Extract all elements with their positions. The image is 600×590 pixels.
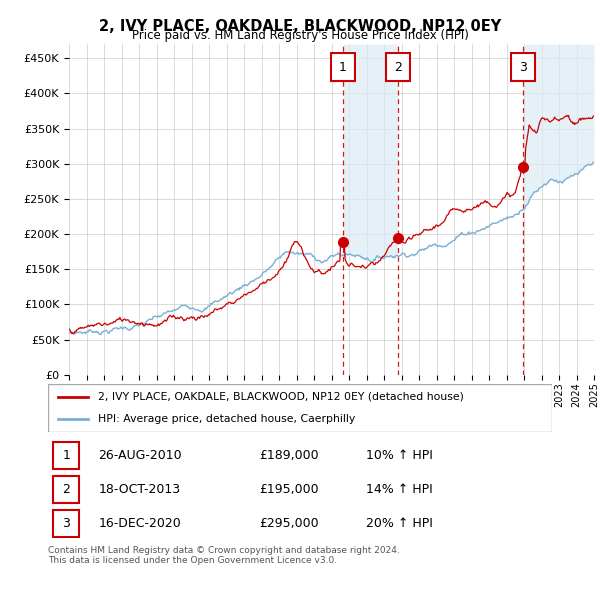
Text: 3: 3 [520,61,527,74]
Text: £195,000: £195,000 [260,483,319,496]
FancyBboxPatch shape [53,442,79,469]
Text: 10% ↑ HPI: 10% ↑ HPI [365,449,433,462]
Text: 26-AUG-2010: 26-AUG-2010 [98,449,182,462]
Text: 2, IVY PLACE, OAKDALE, BLACKWOOD, NP12 0EY (detached house): 2, IVY PLACE, OAKDALE, BLACKWOOD, NP12 0… [98,392,464,402]
Text: 1: 1 [339,61,347,74]
Text: 16-DEC-2020: 16-DEC-2020 [98,517,181,530]
Text: 20% ↑ HPI: 20% ↑ HPI [365,517,433,530]
FancyBboxPatch shape [48,384,552,432]
FancyBboxPatch shape [511,54,535,81]
FancyBboxPatch shape [53,476,79,503]
Text: HPI: Average price, detached house, Caerphilly: HPI: Average price, detached house, Caer… [98,414,356,424]
Text: 14% ↑ HPI: 14% ↑ HPI [365,483,432,496]
Text: 18-OCT-2013: 18-OCT-2013 [98,483,181,496]
FancyBboxPatch shape [53,510,79,537]
Text: 2: 2 [62,483,70,496]
Text: Contains HM Land Registry data © Crown copyright and database right 2024.
This d: Contains HM Land Registry data © Crown c… [48,546,400,565]
Text: £189,000: £189,000 [260,449,319,462]
Text: 2, IVY PLACE, OAKDALE, BLACKWOOD, NP12 0EY: 2, IVY PLACE, OAKDALE, BLACKWOOD, NP12 0… [99,19,501,34]
Text: Price paid vs. HM Land Registry's House Price Index (HPI): Price paid vs. HM Land Registry's House … [131,30,469,42]
Text: 2: 2 [394,61,402,74]
Text: 3: 3 [62,517,70,530]
FancyBboxPatch shape [331,54,355,81]
FancyBboxPatch shape [386,54,410,81]
Text: £295,000: £295,000 [260,517,319,530]
Text: 1: 1 [62,449,70,462]
